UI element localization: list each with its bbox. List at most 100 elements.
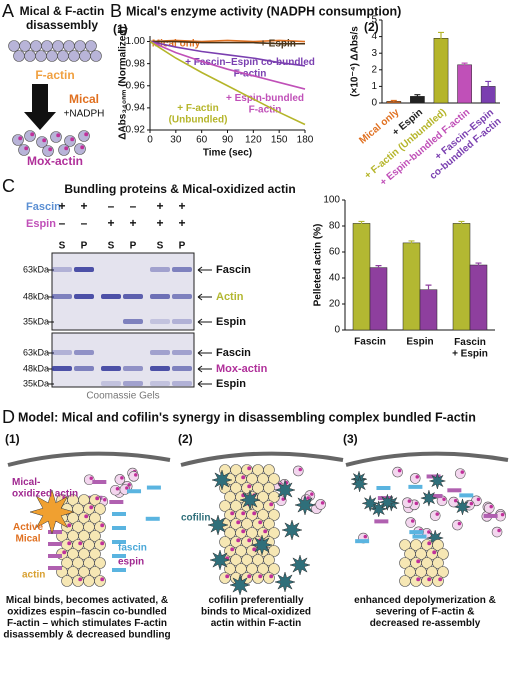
bead xyxy=(292,465,304,477)
band xyxy=(123,381,143,386)
gel-footer: Coomassie Gels xyxy=(86,391,159,402)
oxidation-dot xyxy=(263,529,268,534)
arrow xyxy=(197,349,212,357)
bead xyxy=(454,468,466,479)
bead xyxy=(114,474,126,485)
rod xyxy=(112,540,126,544)
oxidation-dot xyxy=(62,550,67,555)
arrow xyxy=(197,365,212,373)
oxidation-dot xyxy=(252,511,257,516)
oxidation-dot xyxy=(427,577,432,582)
bead xyxy=(63,40,75,52)
oxidation-dot xyxy=(298,467,303,472)
bar xyxy=(457,64,472,104)
oxidation-dot xyxy=(115,487,120,491)
marker-label: 48kDa xyxy=(23,363,49,373)
label: Mox-actin xyxy=(27,154,83,168)
line-label: + Espin xyxy=(260,39,296,50)
band xyxy=(52,350,72,355)
oxidation-dot xyxy=(469,501,474,506)
bead xyxy=(90,50,102,62)
oxidation-dot xyxy=(24,146,29,151)
bead xyxy=(110,484,121,496)
oxidation-dot xyxy=(363,534,368,539)
oxidation-dot xyxy=(64,146,69,151)
x-tick-label: 180 xyxy=(297,135,314,146)
bead xyxy=(268,491,280,503)
line-label: + Fascin–Espin co-bundled F-actin xyxy=(185,57,315,80)
band xyxy=(123,319,143,324)
sign: + xyxy=(178,199,185,213)
oxidation-dot xyxy=(247,466,252,471)
oxidation-dot xyxy=(236,520,241,525)
rod xyxy=(127,489,142,494)
bead xyxy=(268,563,280,575)
rod xyxy=(145,516,160,521)
band xyxy=(150,381,170,386)
band-label: Mox-actin xyxy=(216,363,268,375)
rod xyxy=(376,486,391,491)
star xyxy=(229,574,251,596)
band xyxy=(150,319,170,324)
bead xyxy=(402,497,413,508)
sign: + xyxy=(58,199,65,213)
oxidation-dot xyxy=(78,577,83,582)
bead xyxy=(268,509,280,521)
oxidation-dot xyxy=(89,476,93,481)
membrane xyxy=(180,451,344,467)
oxidation-dot xyxy=(95,496,100,501)
panel-letter: A xyxy=(2,1,14,21)
panel-title: Model: Mical and cofilin's synergy in di… xyxy=(18,410,476,424)
oxidation-dot xyxy=(67,523,72,528)
bead xyxy=(94,557,106,569)
marker-label: 48kDa xyxy=(23,291,49,301)
label: Mical-oxidized actin xyxy=(12,477,78,500)
rod xyxy=(112,554,126,558)
bead xyxy=(68,50,80,62)
star xyxy=(207,514,229,536)
star xyxy=(419,489,438,507)
bead xyxy=(41,40,53,52)
step-label: (1) xyxy=(5,432,20,446)
band xyxy=(74,366,94,371)
y-tick-label: 2 xyxy=(371,64,377,75)
panel-letter: D xyxy=(2,407,15,427)
oxidation-dot xyxy=(497,528,501,533)
rod xyxy=(374,519,389,524)
bead xyxy=(263,482,275,494)
star xyxy=(350,474,369,493)
rod xyxy=(447,488,462,493)
oxidation-dot xyxy=(103,498,107,502)
band xyxy=(52,366,72,371)
error-bar xyxy=(458,220,465,226)
rod xyxy=(112,526,126,530)
label: F-actin xyxy=(35,68,74,82)
error-bar xyxy=(475,262,482,267)
bead xyxy=(392,466,403,478)
star xyxy=(361,494,380,513)
y-tick-label: 40 xyxy=(329,273,341,284)
oxidation-dot xyxy=(48,147,53,152)
rod xyxy=(408,484,423,489)
bead xyxy=(30,40,42,52)
panel-letter: C xyxy=(2,176,15,196)
y-tick-label: 60 xyxy=(329,247,341,258)
bead xyxy=(94,503,106,515)
bead xyxy=(85,40,97,52)
oxidation-dot xyxy=(56,133,61,138)
y-tick-label: 1.00 xyxy=(126,36,146,47)
marker-label: 35kDa xyxy=(23,316,49,326)
x-tick-label: 120 xyxy=(245,135,262,146)
y-tick-label: 3 xyxy=(371,48,377,59)
x-tick-label: 30 xyxy=(170,135,182,146)
panel-title: Mical's enzyme activity (NADPH consumpti… xyxy=(126,4,401,18)
oxidation-dot xyxy=(67,541,72,546)
caption: Mical binds, becomes activated, & oxidize… xyxy=(3,595,170,641)
sign: + xyxy=(107,216,114,230)
y-tick-label: 80 xyxy=(329,221,341,232)
oxidation-dot xyxy=(70,137,75,142)
oxidation-dot xyxy=(269,502,274,507)
oxidation-dot xyxy=(100,541,105,546)
band xyxy=(74,350,94,355)
